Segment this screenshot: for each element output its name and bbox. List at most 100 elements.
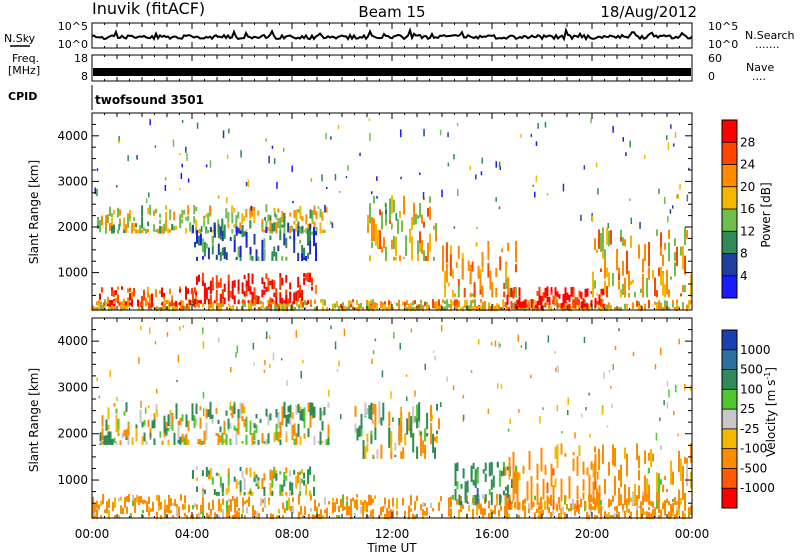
power-cell [402, 301, 404, 306]
power-cell [303, 229, 306, 233]
velocity-cell [618, 511, 620, 519]
power-cell [594, 303, 597, 308]
power-cell [507, 277, 510, 297]
power-cell [275, 252, 278, 261]
velocity-cell [594, 499, 597, 508]
power-colorbar-segment [722, 164, 737, 187]
power-cell [417, 215, 419, 219]
velocity-cell [199, 439, 202, 445]
velocity-cell [620, 494, 622, 504]
power-cell [445, 263, 448, 283]
velocity-cell [462, 504, 464, 510]
velocity-cell [532, 501, 535, 508]
power-cell [265, 273, 268, 280]
velocity-cell [98, 395, 101, 399]
power-cell [242, 304, 244, 311]
velocity-cell [566, 504, 568, 510]
velocity-cell [297, 403, 300, 413]
velocity-cell [406, 418, 409, 435]
velocity-cell [153, 413, 156, 429]
power-cell [311, 286, 313, 291]
power-cell [334, 303, 336, 309]
power-cell [368, 306, 370, 312]
power-cell [309, 229, 312, 246]
velocity-cell [324, 497, 326, 505]
velocity-cell [230, 367, 232, 373]
power-cell [423, 221, 425, 228]
power-cell [245, 232, 248, 248]
velocity-cell [420, 434, 423, 457]
power-cell [102, 307, 104, 311]
power-cell [195, 295, 197, 301]
velocity-cell [307, 402, 310, 412]
power-cell [532, 303, 534, 310]
power-cell [189, 222, 192, 232]
velocity-cell [490, 342, 493, 346]
power-cell [108, 304, 110, 310]
velocity-cell [448, 497, 450, 504]
noise-panel: N.Sky 10^5 10^0 10^5 10^0 N.Search .....… [4, 20, 795, 51]
power-cell [249, 246, 252, 255]
velocity-cell [592, 506, 594, 510]
power-cell [492, 304, 494, 312]
power-cell [395, 256, 397, 261]
power-cell [271, 223, 274, 232]
velocity-cell [111, 438, 114, 445]
power-cell [243, 274, 246, 280]
velocity-cell [600, 506, 602, 516]
velocity-cell [608, 369, 611, 373]
power-cell [143, 289, 145, 299]
power-cell [668, 307, 670, 311]
velocity-cell [512, 483, 515, 502]
power-cell [600, 306, 602, 312]
velocity-cell [478, 339, 480, 345]
velocity-cell [314, 515, 316, 519]
velocity-cell [610, 515, 612, 518]
velocity-cell [245, 416, 248, 432]
velocity-cell [663, 400, 665, 406]
power-cell [135, 223, 138, 228]
power-cell [257, 256, 260, 261]
power-cell [346, 306, 348, 311]
velocity-cell [188, 504, 190, 513]
power-cell [115, 290, 117, 295]
power-cell [648, 299, 650, 307]
power-cell [528, 301, 530, 309]
power-cell [287, 222, 290, 233]
velocity-cell [660, 479, 662, 485]
velocity-cell [350, 498, 352, 505]
velocity-cell [271, 470, 274, 479]
power-cell [393, 236, 395, 250]
power-cell [572, 304, 575, 309]
power-cell [180, 304, 182, 311]
power-cell [654, 301, 656, 305]
velocity-cell [530, 482, 533, 488]
power-cell [181, 214, 184, 219]
power-cell [399, 211, 401, 219]
power-cell [606, 227, 608, 245]
power-cell [262, 303, 264, 308]
velocity-cell [504, 495, 507, 510]
velocity-cell [460, 508, 462, 513]
power-cell [583, 165, 586, 170]
velocity-cell [436, 403, 438, 411]
velocity-cell [300, 505, 302, 515]
power-cell [403, 256, 405, 260]
velocity-cell [236, 510, 238, 517]
power-cell [680, 293, 682, 297]
velocity-cell [311, 402, 314, 419]
velocity-cell [542, 478, 545, 500]
power-cell [141, 296, 143, 305]
power-cell [265, 138, 267, 142]
power-cell [600, 288, 603, 296]
power-cell [676, 246, 678, 263]
power-cell [562, 183, 565, 192]
velocity-cell [201, 440, 204, 445]
velocity-cell [518, 472, 521, 481]
power-cell [280, 304, 282, 311]
velocity-cell [660, 509, 662, 518]
power-cell [676, 299, 678, 303]
power-cell [111, 213, 113, 218]
power-cell [307, 228, 310, 245]
velocity-cell [246, 507, 248, 514]
